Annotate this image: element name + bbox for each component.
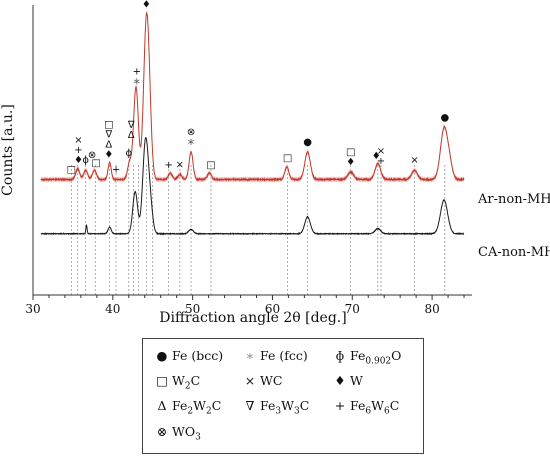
legend-symbol: ∗ (245, 348, 255, 363)
legend-label: WO3 (172, 424, 201, 443)
legend-label: Fe0.902O (350, 348, 402, 367)
x-axis-label: Diffraction angle 2θ [deg.] (159, 310, 346, 326)
peak-annotation-31: × (410, 155, 418, 166)
legend-label: W (350, 373, 363, 388)
peak-annotation-19: + (164, 160, 172, 171)
phase-legend: ● Fe (bcc) ∗ Fe (fcc) ɸ Fe0.902O □ W2C × WC ♦ W Δ Fe2… (142, 338, 424, 454)
peak-annotation-14: ∇ (127, 120, 135, 131)
peak-annotation-7: ♦ (104, 150, 113, 161)
series-line-0 (40, 12, 465, 183)
peak-annotation-10: □ (104, 120, 113, 131)
peak-annotation-23: □ (206, 160, 215, 171)
legend-label: WC (260, 373, 283, 388)
peak-annotation-11: + (112, 164, 120, 175)
peak-annotation-30: × (377, 146, 385, 157)
plot-area: Ar-non-MHPCA-non-MHP304050607080□♦+×ɸ⊗□♦… (25, 0, 550, 316)
peak-annotation-13: Δ (128, 130, 135, 141)
legend-label: Fe (bcc) (172, 348, 224, 363)
legend-label: Fe (fcc) (260, 348, 308, 363)
peak-annotation-2: + (74, 145, 82, 156)
legend-item-8: + Fe6W6C (333, 398, 400, 419)
x-tick-label-50: 50 (185, 302, 200, 316)
series-label-1: CA-non-MHP (478, 245, 550, 260)
legend-item-5: ♦ W (333, 373, 363, 388)
peak-annotation-22: ⊗ (187, 127, 195, 138)
legend-item-3: □ W2C (155, 374, 200, 394)
legend-symbol: ɸ (335, 348, 345, 363)
peak-annotation-12: ɸ (125, 148, 132, 159)
legend-label: Fe2W2C (172, 398, 222, 417)
x-tick-label-70: 70 (345, 302, 360, 316)
legend-item-2: ɸ Fe0.902O (333, 348, 402, 369)
y-axis-label: Counts [a.u.] (0, 104, 16, 196)
peak-annotation-24: □ (283, 153, 292, 164)
legend-label: W2C (172, 373, 201, 392)
peak-annotation-6: □ (91, 158, 100, 169)
peak-annotation-4: ɸ (82, 155, 89, 166)
peak-annotation-29: + (377, 156, 385, 167)
peak-annotation-0: □ (67, 164, 76, 175)
legend-symbol: × (244, 373, 256, 388)
series-label-0: Ar-non-MHP (477, 192, 550, 207)
legend-label: Fe3W3C (260, 398, 310, 417)
legend-symbol: + (334, 398, 346, 413)
legend-symbol: □ (156, 373, 168, 388)
legend-symbol: Δ (157, 398, 167, 413)
peak-annotation-21: ∗ (187, 137, 195, 148)
peak-annotation-26: ♦ (346, 157, 355, 168)
legend-item-4: × WC (243, 373, 283, 388)
peak-annotation-1: ♦ (74, 155, 83, 166)
legend-item-9: ⊗ WO3 (155, 425, 201, 445)
series-line-1 (40, 136, 465, 236)
peak-annotation-25: ● (303, 137, 312, 148)
peak-annotation-20: × (176, 159, 184, 170)
legend-symbol: ∇ (245, 398, 255, 413)
peak-annotation-17: ♦ (142, 0, 151, 10)
x-tick-label-60: 60 (265, 302, 280, 316)
x-tick-label-30: 30 (25, 302, 40, 316)
legend-item-6: Δ Fe2W2C (155, 399, 221, 419)
legend-item-7: ∇ Fe3W3C (243, 398, 310, 419)
legend-item-1: ∗ Fe (fcc) (243, 349, 308, 363)
peak-annotation-15: ∗ (133, 77, 141, 88)
legend-item-0: ● Fe (bcc) (155, 348, 224, 363)
legend-symbol: ⊗ (156, 424, 168, 439)
legend-symbol: ♦ (334, 373, 346, 388)
peak-annotation-3: × (74, 135, 82, 146)
peak-annotation-8: Δ (105, 140, 112, 151)
peak-annotation-28: ♦ (372, 151, 381, 162)
legend-symbol: ● (156, 348, 168, 363)
peak-annotation-27: □ (346, 147, 355, 158)
peak-annotation-16: + (133, 67, 141, 78)
peak-annotation-32: ● (440, 112, 449, 123)
x-tick-label-40: 40 (105, 302, 120, 316)
peak-annotation-9: ∇ (104, 130, 112, 141)
legend-label: Fe6W6C (350, 398, 400, 417)
peak-annotation-5: ⊗ (88, 150, 96, 161)
xrd-chart: Ar-non-MHPCA-non-MHP304050607080□♦+×ɸ⊗□♦… (0, 0, 550, 326)
x-tick-label-80: 80 (424, 302, 439, 316)
